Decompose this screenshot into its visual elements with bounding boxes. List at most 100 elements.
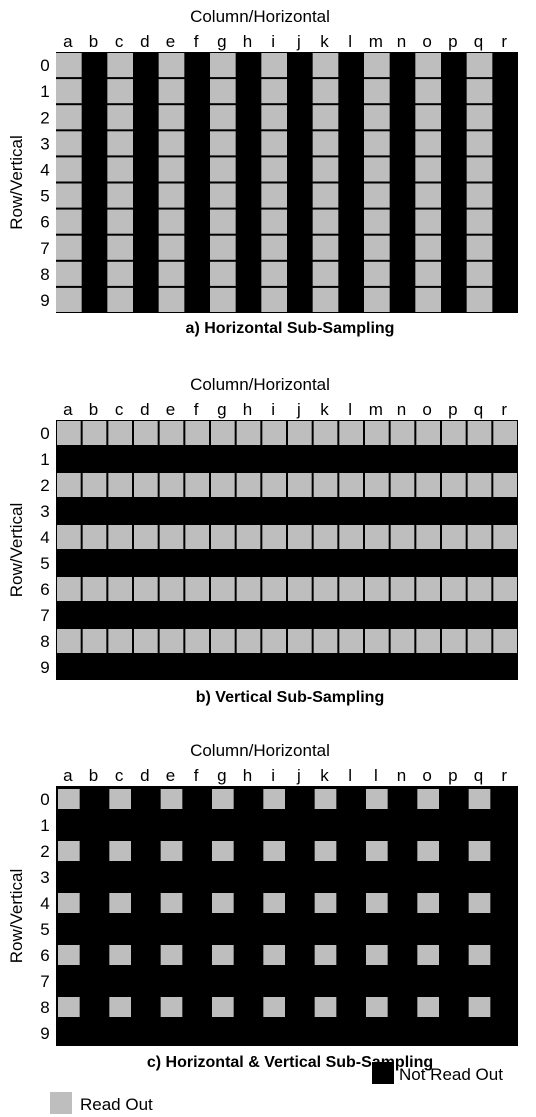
pixel-read-out	[415, 53, 441, 78]
pixel-read-out	[158, 157, 185, 182]
pixel-read-out	[415, 105, 441, 130]
pixel-read-out	[57, 421, 81, 445]
pixel-read-out	[339, 473, 363, 497]
pixel-read-out	[56, 287, 82, 312]
pixel-read-out	[288, 473, 312, 497]
row-label: 3	[40, 868, 49, 887]
row-label: 0	[40, 56, 49, 75]
pixel-read-out	[312, 209, 339, 234]
row-label: 9	[40, 1024, 49, 1043]
pixel-read-out	[390, 421, 415, 445]
pixel-read-out	[82, 629, 107, 653]
pixel-read-out	[390, 577, 415, 601]
pixel-read-out	[416, 525, 440, 549]
pixel-read-out	[415, 157, 441, 182]
pixel-read-out	[493, 629, 517, 653]
pixel-read-out	[56, 79, 82, 104]
pixel-read-out	[262, 629, 286, 653]
pixel-read-out	[56, 131, 82, 156]
row-label: 5	[40, 920, 49, 939]
column-label: d	[140, 400, 149, 419]
pixel-read-out	[210, 183, 236, 208]
pixel-read-out	[210, 79, 236, 104]
pixel-read-out	[416, 629, 440, 653]
column-label: r	[501, 766, 507, 785]
pixel-read-out	[58, 893, 80, 913]
pixel-read-out	[468, 945, 491, 965]
pixel-read-out	[466, 235, 493, 260]
pixel-read-out	[261, 157, 287, 182]
row-label: 7	[40, 239, 49, 258]
pixel-read-out	[314, 841, 337, 861]
pixel-read-out	[263, 945, 285, 965]
pixel-read-out	[467, 421, 492, 445]
column-label: p	[448, 32, 457, 51]
pixel-read-out	[211, 525, 235, 549]
column-label: p	[448, 400, 457, 419]
pixel-read-out	[417, 945, 439, 965]
column-label: j	[296, 766, 301, 785]
pixel-read-out	[261, 261, 287, 286]
pixel-read-out	[262, 577, 286, 601]
column-label: c	[115, 766, 124, 785]
row-label: 1	[40, 816, 49, 835]
pixel-read-out	[466, 105, 493, 130]
pixel-read-out	[339, 629, 363, 653]
pixel-read-out	[468, 789, 491, 809]
pixel-read-out	[57, 629, 81, 653]
pixel-read-out	[109, 841, 131, 861]
pixel-read-out	[210, 105, 236, 130]
pixel-read-out	[365, 421, 389, 445]
pixel-read-out	[390, 629, 415, 653]
pixel-read-out	[158, 79, 185, 104]
column-label: g	[217, 400, 226, 419]
pixel-read-out	[212, 945, 234, 965]
pixel-read-out	[466, 183, 493, 208]
column-title: Column/Horizontal	[190, 7, 330, 26]
column-label: r	[501, 32, 507, 51]
panel-caption: b) Vertical Sub-Sampling	[196, 689, 384, 706]
pixel-read-out	[159, 473, 184, 497]
pixel-read-out	[261, 131, 287, 156]
pixel-read-out	[107, 131, 133, 156]
row-label: 8	[40, 265, 49, 284]
pixel-read-out	[364, 287, 390, 312]
pixel-read-out	[390, 473, 415, 497]
pixel-read-out	[236, 421, 261, 445]
pixel-read-out	[313, 525, 338, 549]
panel-caption: a) Horizontal Sub-Sampling	[186, 320, 395, 337]
pixel-read-out	[442, 525, 466, 549]
pixel-read-out	[417, 893, 439, 913]
pixel-read-out	[312, 131, 339, 156]
column-label: i	[271, 400, 275, 419]
pixel-read-out	[262, 525, 286, 549]
pixel-read-out	[442, 577, 466, 601]
column-label: j	[296, 32, 301, 51]
pixel-read-out	[108, 525, 132, 549]
pixel-read-out	[211, 421, 235, 445]
pixel-read-out	[442, 421, 466, 445]
pixel-read-out	[160, 945, 183, 965]
column-label: q	[474, 400, 483, 419]
pixel-read-out	[466, 209, 493, 234]
pixel-read-out	[56, 105, 82, 130]
pixel-read-out	[108, 421, 132, 445]
column-title: Column/Horizontal	[190, 741, 330, 760]
pixel-read-out	[416, 577, 440, 601]
row-label: 7	[40, 606, 49, 625]
pixel-read-out	[160, 789, 183, 809]
pixel-read-out	[314, 945, 337, 965]
pixel-read-out	[493, 525, 517, 549]
pixel-read-out	[108, 473, 132, 497]
column-title: Column/Horizontal	[190, 375, 330, 394]
column-label: r	[501, 400, 507, 419]
pixel-grid	[56, 53, 493, 312]
pixel-read-out	[366, 945, 388, 965]
column-label: f	[194, 400, 199, 419]
column-label: e	[166, 766, 175, 785]
pixel-read-out	[158, 287, 185, 312]
column-label: m	[369, 400, 383, 419]
pixel-read-out	[365, 629, 389, 653]
pixel-read-out	[314, 893, 337, 913]
pixel-read-out	[107, 157, 133, 182]
